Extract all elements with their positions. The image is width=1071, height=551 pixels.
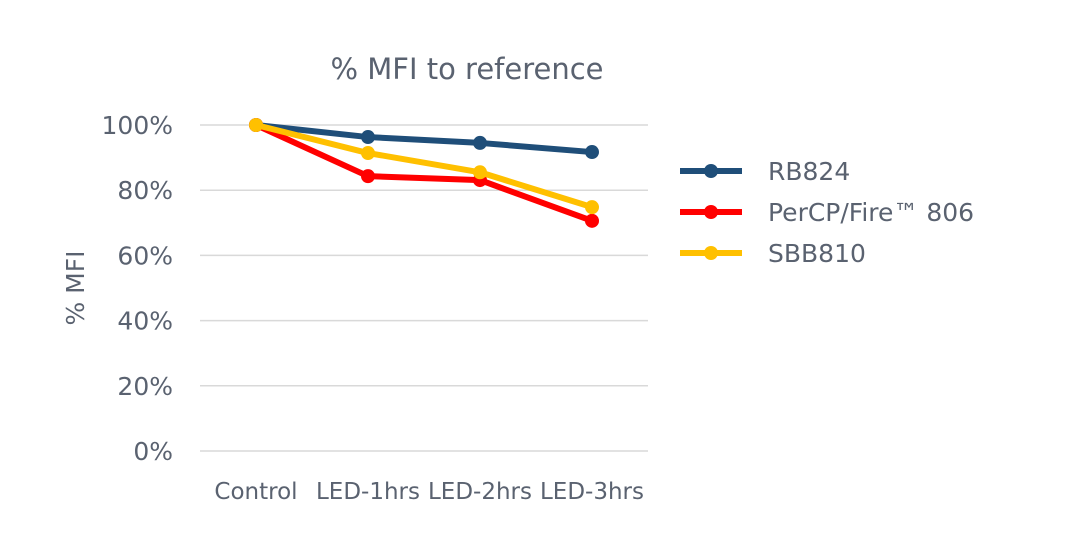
data-point [473,165,487,180]
legend-label: SBB810 [768,239,866,268]
x-tick-label: Control [214,479,297,505]
x-tick-label: LED-2hrs [428,479,532,505]
legend-marker [704,246,718,260]
data-point [585,200,599,215]
legend-label: PerCP/Fire™ 806 [768,198,974,227]
data-point [585,213,599,228]
y-tick-label: 80% [117,176,173,205]
x-tick-label: LED-1hrs [316,479,420,505]
data-point [361,146,375,161]
y-tick-label: 100% [102,111,173,140]
y-tick-label: 0% [133,437,173,466]
chart-title: % MFI to reference [330,52,603,86]
data-point [361,130,375,145]
y-axis-label: % MFI [61,250,90,325]
series-line [255,122,593,156]
legend-marker [704,205,718,219]
legend-label: RB824 [768,157,850,186]
legend-marker [704,164,718,178]
data-point [585,145,599,160]
x-tick-label: LED-3hrs [540,479,644,505]
y-tick-label: 40% [117,307,173,336]
data-point [249,118,263,132]
series-line [255,122,593,211]
y-tick-label: 60% [117,241,173,270]
data-point [361,169,375,184]
data-point [473,135,487,150]
y-tick-label: 20% [117,372,173,401]
series-line [254,122,594,224]
